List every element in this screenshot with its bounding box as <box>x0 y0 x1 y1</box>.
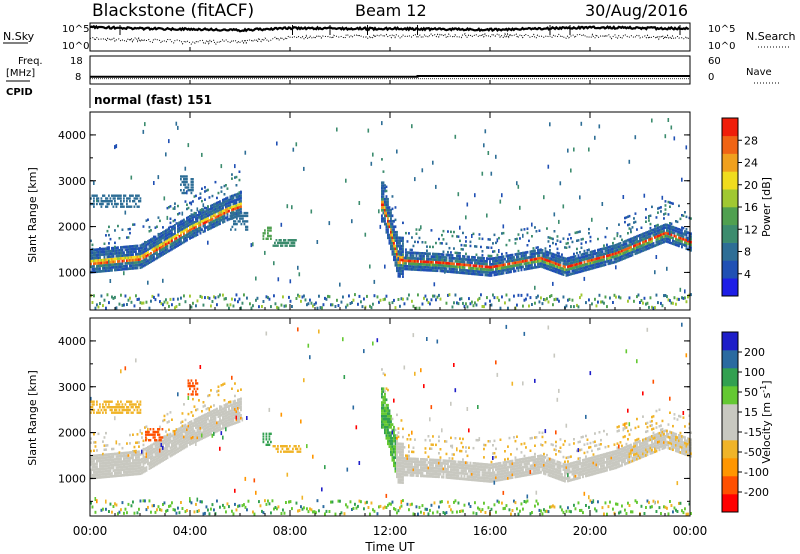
nave-label: Nave <box>746 67 772 78</box>
x-tick-label: 04:00 <box>173 524 208 538</box>
cpid-label: CPID <box>6 87 33 98</box>
velocity-colorbar-swatch <box>722 404 738 423</box>
y-tick-label: 3000 <box>58 381 86 394</box>
nsearch-label: N.Search <box>746 30 796 43</box>
x-tick-label: 08:00 <box>273 524 308 538</box>
velocity-colorbar-tick-label: -100 <box>744 466 769 479</box>
power-colorbar-swatch <box>722 118 738 137</box>
velocity-panel: 1000 2000 3000 4000 Slant Range [km] -200 -1… <box>26 317 773 517</box>
velocity-colorbar-swatch <box>722 350 738 369</box>
velocity-colorbar-swatch <box>722 422 738 441</box>
freq-tick-top: 18 <box>70 56 83 67</box>
power-colorbar-tick-label: 16 <box>744 201 758 214</box>
freq-frame <box>89 55 691 85</box>
freq-label: Freq. <box>18 56 43 67</box>
frequency-line <box>90 75 690 78</box>
power-colorbar-swatch <box>722 189 738 208</box>
power-colorbar-tick-label: 8 <box>744 246 751 259</box>
nave-tick-bottom: 0 <box>708 72 714 83</box>
velocity-colorbar: -200 -100 -50 -15 15 50 100 200 Velocity [m s-1… <box>721 331 773 513</box>
sky-noise-line <box>89 24 690 33</box>
velocity-colorbar-swatch <box>722 332 738 351</box>
time-axis: 00:00 04:00 08:00 12:00 16:00 20:00 00:00 <box>73 47 708 538</box>
time-axis-label: Time UT <box>364 540 415 554</box>
velocity-colorbar-label: Velocity [m s-1] <box>759 380 773 463</box>
x-tick-label: 00:00 <box>73 524 108 538</box>
power-colorbar-swatch <box>722 224 738 243</box>
velocity-colorbar-swatch <box>722 476 738 495</box>
power-colorbar-swatch <box>722 242 738 261</box>
power-colorbar-swatch <box>722 278 738 297</box>
power-colorbar-swatch <box>722 260 738 279</box>
search-noise-line <box>89 32 690 45</box>
freq-unit-label: [MHz] <box>6 68 35 79</box>
velocity-colorbar-tick-label: -15 <box>744 426 762 439</box>
freq-panel: Freq. [MHz] CPID Nave 18 8 60 0 <box>6 55 780 98</box>
cpid-text: normal (fast) 151 <box>94 93 212 107</box>
power-panel: 1000 2000 3000 4000 Slant Range [km] 4 8 12 16… <box>26 111 773 311</box>
power-data-layer <box>90 118 692 310</box>
y-tick-label: 1000 <box>58 472 86 485</box>
velocity-colorbar-swatch <box>722 494 738 513</box>
velocity-colorbar-tick-label: -200 <box>744 486 769 499</box>
velocity-colorbar-tick-label: 50 <box>744 386 758 399</box>
velocity-colorbar-swatch <box>722 458 738 477</box>
velocity-colorbar-tick-label: 100 <box>744 366 765 379</box>
power-colorbar-swatch <box>722 207 738 226</box>
power-colorbar-tick-label: 20 <box>744 179 758 192</box>
velocity-ylabel: Slant Range [km] <box>26 370 39 466</box>
x-tick-label: 16:00 <box>473 524 508 538</box>
velocity-colorbar-swatch <box>722 368 738 387</box>
x-tick-label: 12:00 <box>373 524 408 538</box>
x-tick-label: 00:00 <box>673 524 708 538</box>
power-colorbar-swatch <box>722 171 738 190</box>
power-colorbar: 4 8 12 16 20 24 28 Power [dB] <box>721 117 773 297</box>
power-colorbar-tick-label: 24 <box>744 157 758 170</box>
noise-tick-right-bottom: 10^0 <box>708 41 735 52</box>
y-tick-label: 2000 <box>58 427 86 440</box>
noise-tick-right-top: 10^5 <box>708 24 735 35</box>
power-colorbar-swatch <box>722 153 738 172</box>
noise-tick-left-bottom: 10^0 <box>62 41 89 52</box>
nave-tick-top: 60 <box>708 56 721 67</box>
x-tick-label: 20:00 <box>573 524 608 538</box>
velocity-data-layer <box>90 322 692 516</box>
power-colorbar-label: Power [dB] <box>760 177 773 237</box>
y-tick-label: 4000 <box>58 335 86 348</box>
velocity-colorbar-tick-label: -50 <box>744 446 762 459</box>
station-title: Blackstone (fitACF) <box>92 1 254 21</box>
y-tick-label: 2000 <box>58 221 86 234</box>
freq-tick-bottom: 8 <box>75 72 81 83</box>
velocity-colorbar-tick-label: 15 <box>744 406 758 419</box>
beam-title: Beam 12 <box>355 1 427 20</box>
power-colorbar-tick-label: 28 <box>744 134 758 147</box>
date-title: 30/Aug/2016 <box>585 1 688 20</box>
nsky-label: N.Sky <box>3 30 35 43</box>
power-ylabel: Slant Range [km] <box>26 167 39 263</box>
y-tick-label: 1000 <box>58 266 86 279</box>
y-tick-label: 4000 <box>58 129 86 142</box>
velocity-colorbar-swatch <box>722 440 738 459</box>
y-tick-label: 3000 <box>58 175 86 188</box>
velocity-colorbar-tick-label: 200 <box>744 346 765 359</box>
power-colorbar-swatch <box>722 135 738 154</box>
power-colorbar-tick-label: 12 <box>744 223 758 236</box>
noise-tick-left-top: 10^5 <box>62 24 89 35</box>
power-colorbar-tick-label: 4 <box>744 268 751 281</box>
velocity-colorbar-swatch <box>722 386 738 405</box>
noise-panel: N.Sky N.Search 10^5 10^0 10^5 10^0 <box>3 22 796 52</box>
